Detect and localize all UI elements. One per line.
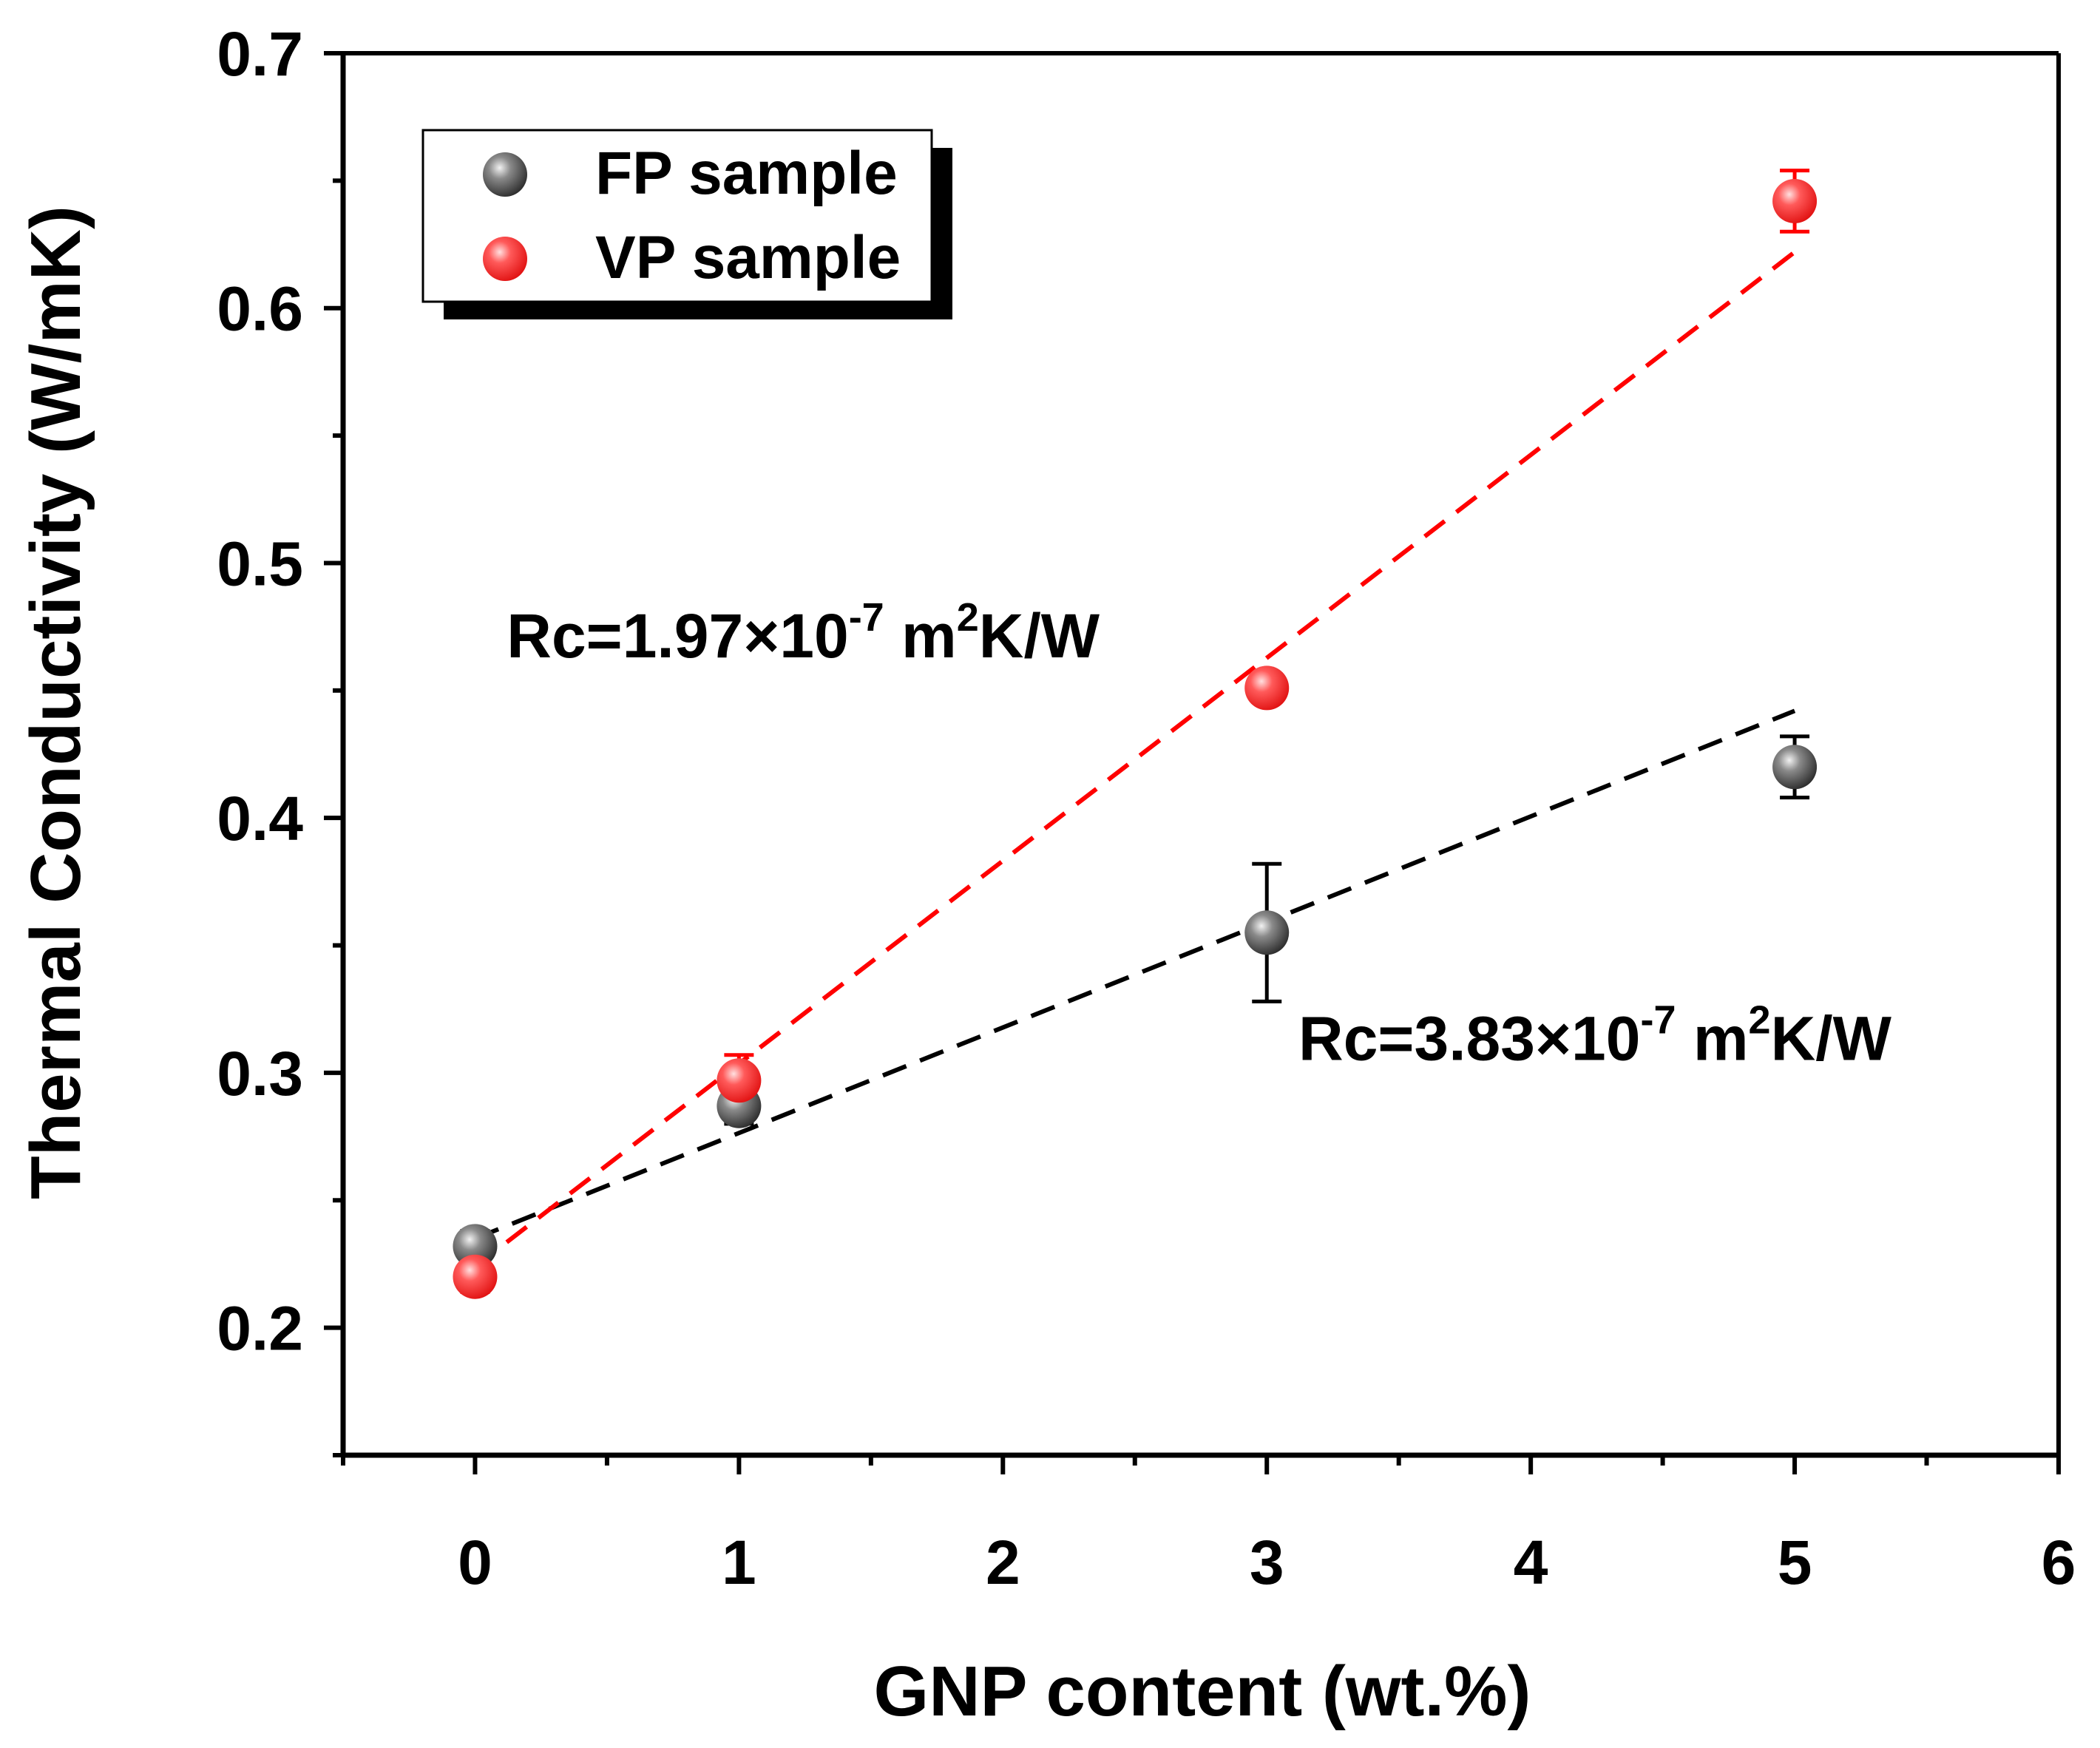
legend-marker-fp xyxy=(483,152,527,197)
superscript: 2 xyxy=(1749,998,1771,1043)
y-tick-label: 0.7 xyxy=(217,19,303,89)
x-tick-label: 5 xyxy=(1778,1528,1812,1597)
rc-annotation-1: Rc=1.97×10-7 m2K/W xyxy=(507,595,1100,671)
x-tick-label: 2 xyxy=(986,1528,1020,1597)
legend-marker-vp xyxy=(483,237,527,281)
annotations: Rc=1.97×10-7 m2K/WRc=3.83×10-7 m2K/W xyxy=(507,595,1891,1074)
y-axis-ticks: 0.2 0.3 0.4 0.5 0.6 0.7 xyxy=(217,19,343,1457)
fit-lines xyxy=(473,250,1796,1269)
x-tick-label: 0 xyxy=(458,1528,492,1597)
legend-label-fp: FP sample xyxy=(595,140,898,207)
vp-data-point xyxy=(1244,665,1290,711)
x-axis-ticks: 0 1 2 3 4 5 6 xyxy=(341,1455,2076,1597)
y-tick-label: 0.5 xyxy=(217,529,303,598)
fp-data-point xyxy=(1244,910,1290,955)
data-markers xyxy=(453,178,1818,1299)
y-tick-label: 0.4 xyxy=(217,784,303,853)
annotation-text: m xyxy=(884,601,957,671)
fp-data-point xyxy=(1772,745,1818,790)
fp-data-point xyxy=(453,1224,498,1269)
fp-fit-line xyxy=(474,708,1796,1241)
error-bars xyxy=(460,169,1810,1294)
x-tick-label: 3 xyxy=(1250,1528,1284,1597)
vp-data-point xyxy=(1772,178,1818,223)
annotation-text: K/W xyxy=(979,601,1100,671)
superscript: -7 xyxy=(849,595,884,640)
annotation-text: K/W xyxy=(1771,1004,1892,1074)
rc-annotation-2: Rc=3.83×10-7 m2K/W xyxy=(1298,998,1892,1074)
annotation-text: Rc=3.83×10 xyxy=(1298,1004,1640,1074)
y-tick-label: 0.6 xyxy=(217,274,303,344)
vp-fit-line xyxy=(473,250,1796,1269)
plot-frame xyxy=(340,51,2061,1458)
annotation-text: m xyxy=(1676,1004,1748,1074)
y-axis-label: Thermal Conductivity (W/mK) xyxy=(16,206,95,1199)
annotation-text: Rc=1.97×10 xyxy=(507,601,848,671)
superscript: -7 xyxy=(1640,998,1676,1043)
x-axis-label: GNP content (wt.%) xyxy=(874,1652,1531,1731)
legend-label-vp: VP sample xyxy=(595,224,901,291)
y-tick-label: 0.3 xyxy=(217,1039,303,1108)
vp-data-point xyxy=(453,1254,498,1299)
y-tick-label: 0.2 xyxy=(217,1294,303,1363)
x-tick-label: 4 xyxy=(1514,1528,1548,1597)
vp-data-point xyxy=(717,1058,762,1103)
legend: FP sample VP sample xyxy=(421,129,952,319)
superscript: 2 xyxy=(957,595,979,640)
x-tick-label: 6 xyxy=(2042,1528,2076,1597)
x-tick-label: 1 xyxy=(722,1528,756,1597)
